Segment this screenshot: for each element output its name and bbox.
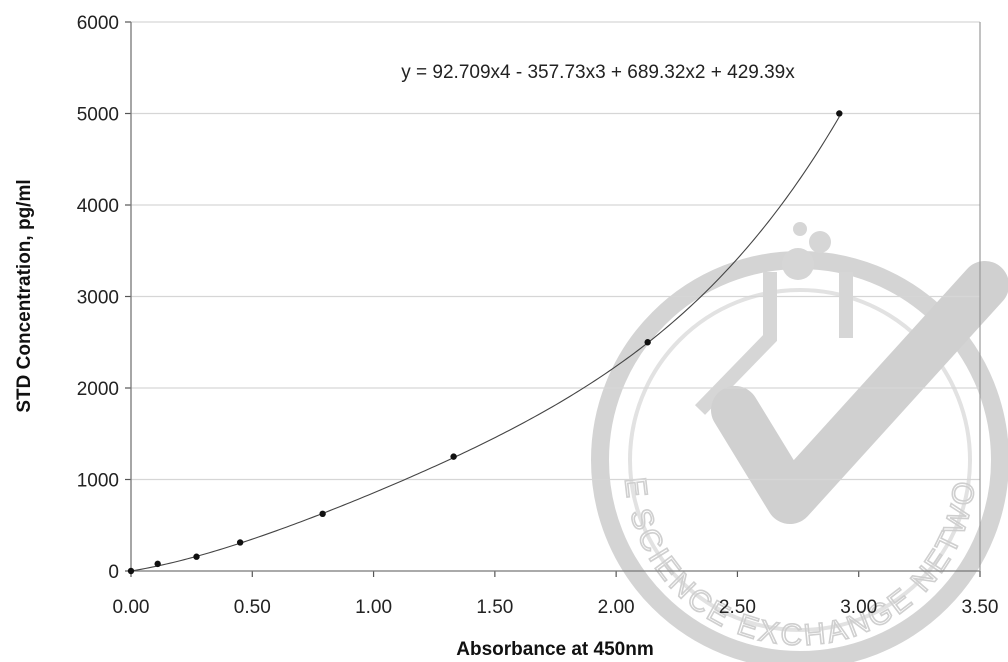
data-point xyxy=(450,453,457,460)
data-point xyxy=(127,567,135,575)
y-tick-label: 1000 xyxy=(77,471,119,492)
gridlines xyxy=(131,21,980,481)
trendline-equation: y = 92.709x4 - 357.73x3 + 689.32x2 + 429… xyxy=(401,62,795,83)
y-tick-label: 6000 xyxy=(77,13,119,34)
x-axis-title: Absorbance at 450nm xyxy=(456,639,653,660)
y-tick-label: 4000 xyxy=(77,196,119,217)
data-point xyxy=(319,510,326,518)
x-tick-label: 0.50 xyxy=(234,597,271,618)
y-tick-label: 3000 xyxy=(77,288,119,309)
data-point xyxy=(193,553,200,560)
data-point xyxy=(644,339,651,346)
x-tick-label: 2.50 xyxy=(719,597,756,618)
y-axis-title: STD Concentration, pg/ml xyxy=(14,179,35,412)
data-points xyxy=(127,110,843,575)
x-tick-label: 0.00 xyxy=(113,597,150,618)
data-point xyxy=(236,539,244,546)
y-tick-label: 2000 xyxy=(77,379,119,400)
trendline xyxy=(130,116,840,572)
data-point xyxy=(154,560,161,568)
y-tick-label: 5000 xyxy=(77,105,119,126)
tick-labels: 0 1000 2000 3000 4000 5000 6000 0.00 0.50 1.00 1.5… xyxy=(77,13,999,618)
y-tick-label: 0 xyxy=(108,562,119,583)
x-tick-label: 3.50 xyxy=(962,597,999,618)
x-tick-label: 1.50 xyxy=(476,597,513,618)
x-tick-label: 3.00 xyxy=(840,597,877,618)
axes xyxy=(125,21,981,577)
x-tick-label: 1.00 xyxy=(355,597,392,618)
data-point xyxy=(836,110,843,117)
x-tick-label: 2.00 xyxy=(598,597,635,618)
trendline-curve xyxy=(130,116,840,572)
